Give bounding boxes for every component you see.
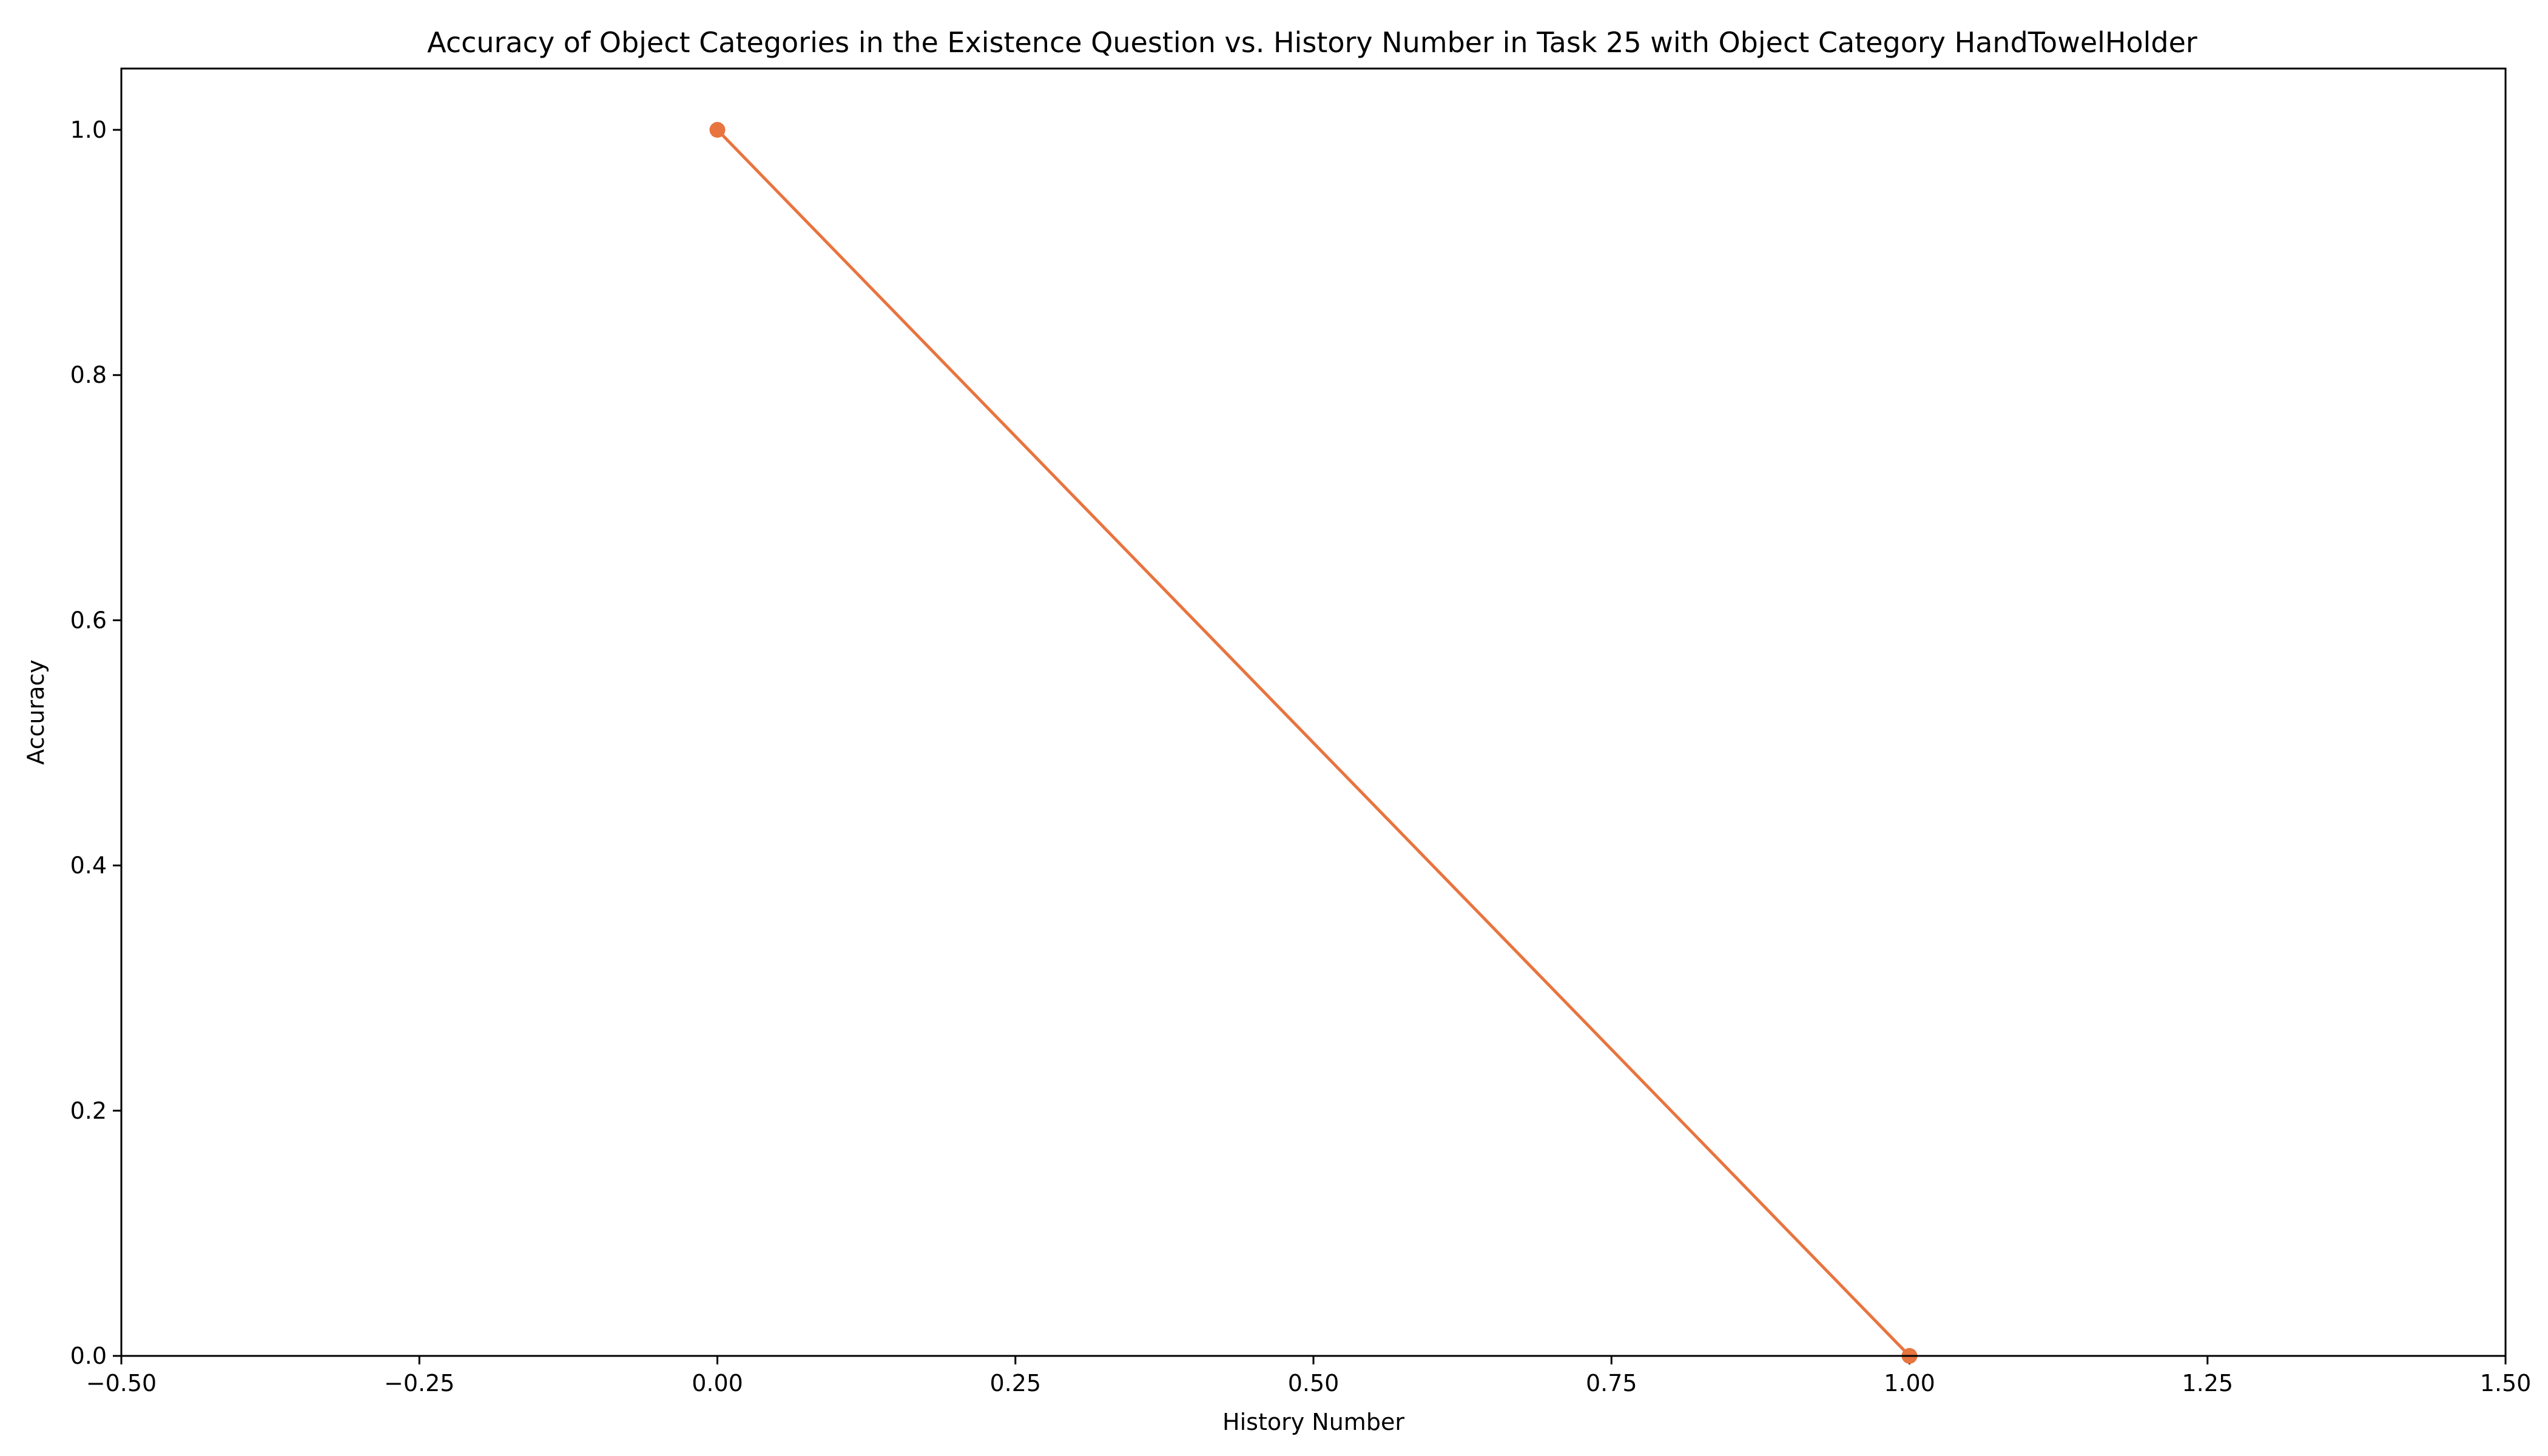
y-tick-label: 0.4 xyxy=(70,852,107,879)
x-tick-label: 1.50 xyxy=(2480,1370,2532,1397)
x-tick-label: 1.25 xyxy=(2182,1370,2233,1397)
y-tick-label: 0.6 xyxy=(70,607,107,633)
x-tick-label: 0.25 xyxy=(989,1370,1041,1397)
x-tick-label: −0.25 xyxy=(384,1370,454,1397)
x-axis-label: History Number xyxy=(1222,1409,1404,1435)
y-axis-label: Accuracy xyxy=(22,659,49,765)
y-tick-label: 1.0 xyxy=(70,116,107,143)
x-tick-label: 0.75 xyxy=(1586,1370,1637,1397)
data-point xyxy=(709,122,726,138)
x-tick-label: 0.00 xyxy=(692,1370,743,1397)
chart-title: Accuracy of Object Categories in the Exi… xyxy=(427,26,2197,59)
x-axis: −0.50 −0.25 0.00 0.25 0.50 0.75 1.00 1.25 1.50 xyxy=(86,1356,2532,1397)
series-line xyxy=(716,129,1911,1357)
x-tick-label: 0.50 xyxy=(1288,1370,1340,1397)
y-tick-label: 0.8 xyxy=(70,362,107,388)
plot-frame xyxy=(120,67,2507,1357)
y-tick-label: 0.2 xyxy=(70,1097,107,1124)
y-axis: 0.0 0.2 0.4 0.6 0.8 1.0 xyxy=(70,116,121,1369)
series-layer xyxy=(709,122,1918,1364)
y-tick-label: 0.0 xyxy=(70,1343,107,1369)
x-tick-label: −0.50 xyxy=(86,1370,157,1397)
x-tick-label: 1.00 xyxy=(1884,1370,1935,1397)
